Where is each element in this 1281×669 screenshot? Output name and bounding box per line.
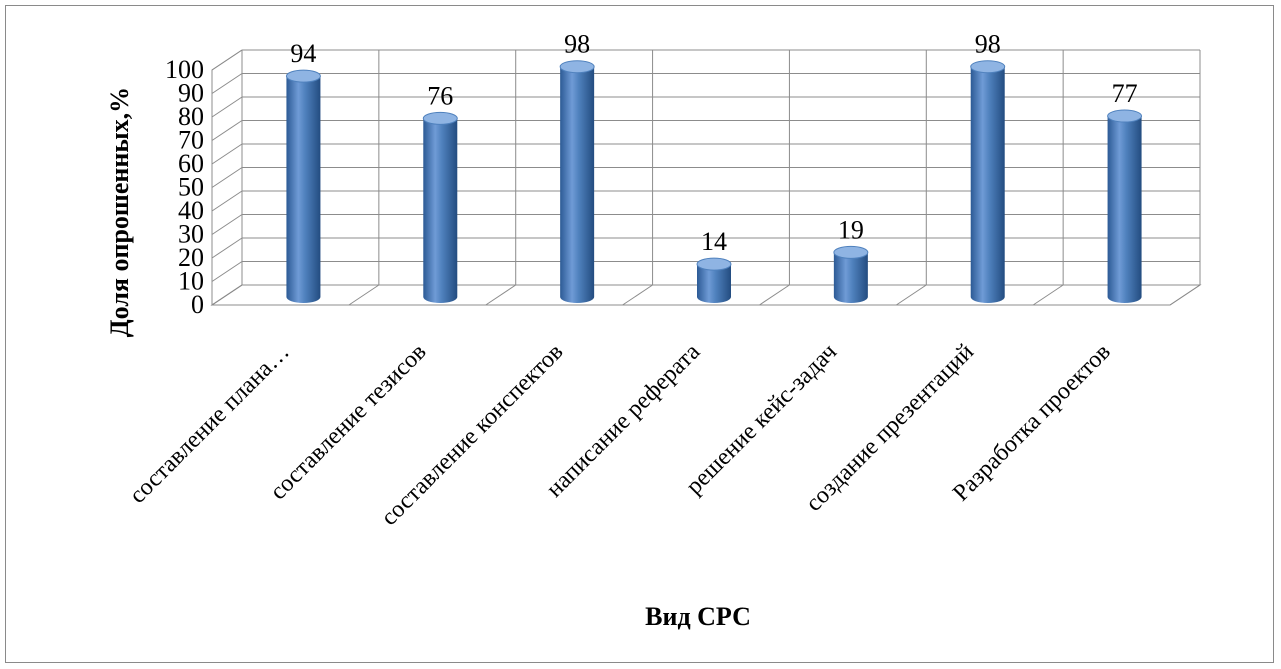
x-axis-title: Вид СРС [645, 602, 751, 631]
bar-cap [559, 60, 595, 74]
bar-body [833, 252, 868, 303]
side-gridline [211, 120, 243, 141]
bar-1 [285, 69, 321, 303]
y-tick-label: 20 [178, 243, 204, 272]
side-gridline [211, 167, 243, 188]
y-tick-label: 60 [178, 149, 204, 178]
side-gridline [211, 261, 243, 282]
side-gridline [211, 73, 243, 94]
bar-cap [422, 111, 458, 125]
side-gridline [211, 96, 243, 118]
bar-body [970, 66, 1005, 303]
bar-cap [833, 245, 869, 259]
side-gridline [211, 237, 243, 259]
bar-2 [422, 111, 458, 304]
data-label: 98 [975, 30, 1001, 59]
y-tick-label: 80 [178, 102, 204, 131]
floor-divider [211, 284, 243, 306]
y-tick-label: 70 [178, 126, 204, 155]
bar-body [1107, 116, 1142, 303]
y-tick-label: 0 [191, 290, 204, 319]
y-tick-label: 100 [165, 55, 204, 84]
bar-7 [1107, 109, 1143, 303]
floor-divider [348, 284, 380, 306]
bar-cap [285, 69, 321, 83]
bar-3 [559, 60, 595, 303]
bar-4 [696, 257, 732, 303]
data-label: 98 [564, 30, 590, 59]
y-tick-label: 40 [178, 196, 204, 225]
y-tick-label: 10 [178, 267, 204, 296]
side-gridline [211, 49, 243, 71]
chart-frame [5, 5, 1274, 663]
floor-divider [1169, 284, 1201, 306]
chart-bars [285, 60, 1143, 304]
bar-5 [833, 245, 869, 303]
side-gridline [211, 214, 243, 235]
chart-grid [210, 49, 1202, 306]
bar-body [286, 76, 321, 303]
y-tick-label: 90 [178, 79, 204, 108]
bar-cap [1107, 109, 1143, 123]
data-label: 76 [427, 81, 453, 110]
y-axis-title: Доля опрошенных,% [105, 87, 134, 337]
bar-body [697, 264, 731, 303]
floor-divider [1032, 284, 1064, 306]
floor-divider [896, 284, 927, 306]
x-tick-label: составление тезисов [265, 339, 431, 505]
bar-body [560, 66, 595, 303]
bar-cap [696, 257, 732, 271]
bar-body [423, 118, 458, 304]
data-label: 94 [290, 39, 316, 68]
x-tick-label: решение кейс-задач [681, 339, 842, 500]
bar-6 [970, 60, 1006, 303]
y-tick-label: 50 [178, 173, 204, 202]
side-gridline [211, 190, 243, 212]
floor-divider [622, 284, 653, 306]
bar-cap [970, 60, 1006, 74]
x-tick-label: Разработка проектов [948, 339, 1116, 507]
floor-divider [485, 284, 516, 306]
floor-divider [759, 284, 790, 306]
x-tick-label: написание реферата [542, 339, 706, 503]
data-label: 14 [701, 227, 727, 256]
side-gridline [211, 143, 243, 165]
data-label: 77 [1112, 79, 1138, 108]
y-tick-label: 30 [178, 220, 204, 249]
data-label: 19 [838, 215, 864, 244]
